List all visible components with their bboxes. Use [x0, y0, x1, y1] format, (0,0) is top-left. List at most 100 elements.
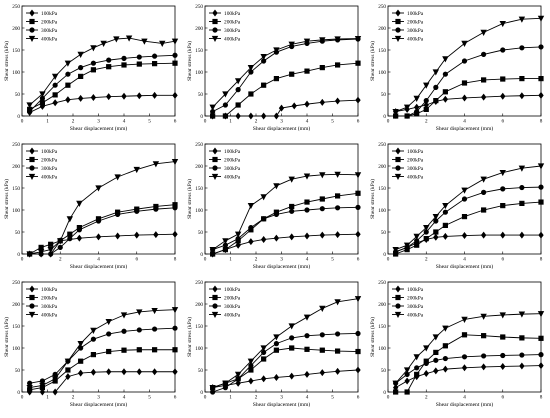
data-point [537, 311, 545, 318]
data-point [113, 36, 120, 43]
x-tick-label: 2 [59, 257, 62, 263]
series-300kPa [393, 351, 544, 386]
legend-label: 200kPa [407, 158, 424, 164]
data-point [273, 112, 280, 120]
y-tick-label: 0 [200, 390, 203, 396]
data-point [106, 93, 112, 101]
y-tick-label: 100 [12, 208, 20, 214]
x-tick-label: 0 [21, 257, 24, 263]
data-point [461, 232, 468, 240]
data-point [461, 316, 468, 323]
legend-label: 400kPa [224, 37, 241, 43]
series-200kPa [210, 190, 361, 257]
y-tick-label: 200 [12, 26, 20, 32]
legend-marker [212, 147, 218, 155]
y-tick-label: 50 [198, 92, 204, 98]
data-point [48, 241, 54, 247]
x-axis-label: Shear displacement (mm) [436, 401, 494, 408]
x-tick-label: 0 [387, 119, 390, 125]
data-point [171, 307, 179, 314]
x-tick-label: 5 [331, 119, 334, 125]
data-point [159, 40, 166, 47]
series-300kPa [27, 325, 178, 386]
data-point [273, 373, 280, 381]
legend-marker [28, 35, 36, 43]
series-line [212, 233, 359, 255]
data-point [78, 73, 84, 79]
y-tick-label: 200 [195, 164, 203, 170]
data-point [423, 236, 429, 242]
legend-marker [28, 311, 36, 319]
y-tick-label: 150 [195, 48, 203, 54]
data-point [461, 80, 468, 86]
data-point [106, 64, 112, 70]
data-point [355, 330, 361, 337]
data-point [500, 186, 506, 192]
data-point [334, 231, 341, 239]
data-point [77, 369, 84, 377]
data-point [120, 312, 128, 319]
data-point [433, 367, 439, 375]
legend-label: 300kPa [224, 166, 241, 172]
y-tick-label: 0 [200, 252, 203, 258]
data-point [538, 44, 544, 50]
data-point [319, 65, 325, 71]
y-tick-label: 50 [381, 230, 387, 236]
data-point [354, 296, 362, 303]
data-point [260, 194, 267, 201]
y-tick-label: 250 [195, 280, 203, 286]
y-tick-label: 250 [12, 142, 20, 148]
series-400kPa [392, 163, 545, 254]
x-tick-label: 0 [204, 395, 207, 401]
data-point [480, 176, 487, 183]
x-axis-label: Shear displacement (mm) [253, 263, 311, 270]
data-point [90, 336, 96, 342]
series-400kPa [26, 35, 179, 109]
data-point [413, 95, 420, 102]
data-point [335, 331, 341, 337]
data-point [64, 358, 72, 365]
x-tick-label: 8 [174, 257, 177, 263]
legend-marker [29, 9, 35, 17]
data-point [171, 38, 179, 45]
data-point [52, 92, 58, 98]
data-point [289, 203, 295, 210]
data-point [355, 190, 361, 196]
y-tick-label: 200 [378, 26, 386, 32]
legend-label: 200kPa [41, 158, 58, 164]
series-100kPa [26, 368, 178, 396]
data-point [65, 71, 71, 77]
data-point [403, 367, 411, 374]
data-point [413, 354, 420, 361]
legend-label: 100kPa [41, 149, 58, 155]
data-point [26, 385, 33, 392]
series-200kPa [393, 199, 544, 257]
subplot-1: 0 50 100 150 200 250 0 1 2 3 4 5 6 Shear displacement… [3, 4, 179, 132]
y-axis-label: Shear stress (kPa) [186, 317, 193, 357]
data-point [355, 60, 361, 66]
y-tick-label: 250 [195, 142, 203, 148]
data-point [461, 214, 468, 220]
data-point [273, 47, 280, 54]
legend-marker [395, 285, 401, 293]
data-point [278, 104, 285, 112]
x-tick-label: 2 [255, 395, 258, 401]
data-point [433, 229, 439, 235]
y-axis-label: Shear stress (kPa) [369, 317, 376, 357]
data-point [105, 319, 112, 326]
data-point [121, 62, 127, 68]
data-point [90, 60, 96, 66]
legend-marker [212, 18, 218, 25]
y-tick-label: 100 [378, 70, 386, 76]
data-point [442, 71, 448, 77]
data-point [289, 335, 295, 341]
x-axis-label: Shear displacement (mm) [253, 125, 311, 132]
legend-marker [211, 311, 219, 319]
data-point [106, 57, 112, 63]
x-tick-label: 6 [174, 119, 177, 125]
data-point [519, 362, 525, 370]
data-point [414, 108, 420, 115]
data-point [152, 326, 158, 332]
subplot-8: 0 50 100 150 200 250 0 1 2 3 4 5 6 Shear displacement… [186, 280, 362, 408]
data-point [480, 231, 487, 239]
